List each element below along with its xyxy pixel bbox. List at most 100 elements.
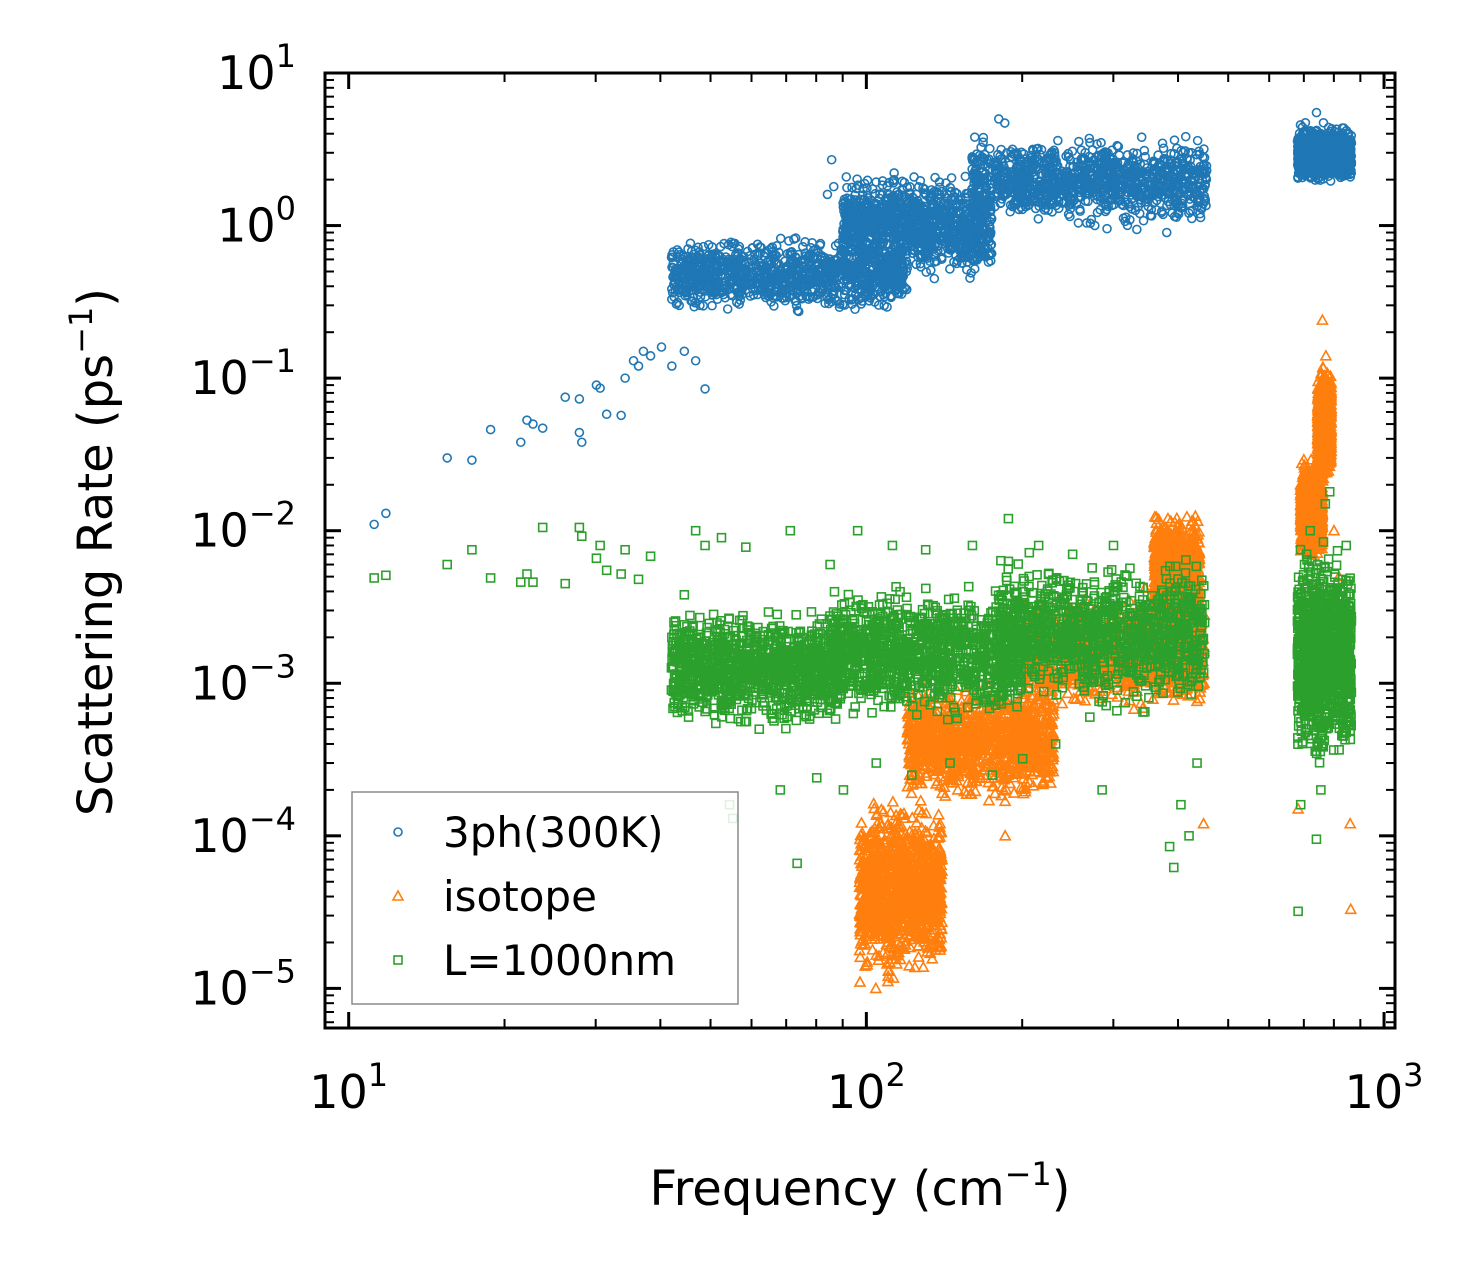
data-point [886,292,896,303]
data-point [747,243,758,253]
data-point [703,239,714,250]
data-point [864,296,875,306]
data-point [815,278,826,288]
data-point [805,292,815,303]
data-point [771,292,782,302]
data-point [759,248,770,258]
data-point [760,272,770,283]
data-point [680,287,691,298]
data-point [681,286,691,297]
data-point [707,300,717,311]
data-point [707,275,717,286]
data-point [723,239,734,250]
data-point [681,264,692,274]
data-point [728,264,738,274]
data-point [808,245,819,256]
data-point [672,245,683,255]
data-point [798,241,808,252]
data-point [713,251,724,262]
data-point [668,263,679,273]
data-point [743,279,754,289]
data-point [796,268,807,279]
data-point [741,259,751,270]
data-point [793,306,804,317]
data-point [856,279,867,290]
data-point [823,298,834,309]
data-point [712,266,722,276]
data-point [839,289,850,300]
data-point [865,284,875,295]
data-point [839,275,849,286]
data-point [909,172,919,182]
data-point [721,277,732,287]
data-point [729,262,740,273]
data-point [761,292,771,303]
data-point [706,287,717,297]
data-point [734,291,745,302]
data-point [810,259,820,270]
data-point [800,237,810,247]
data-point [735,295,746,306]
data-point [866,291,876,301]
data-point [879,300,889,311]
data-point [769,250,780,260]
data-point [674,275,685,286]
data-point [874,278,885,288]
data-point [752,289,763,300]
data-point [815,284,825,295]
data-point [834,299,845,309]
data-point [841,269,852,280]
data-point [674,287,684,298]
data-point [851,280,862,290]
data-point [753,285,764,295]
data-point [869,272,879,283]
data-point [684,277,694,288]
data-point [803,294,814,305]
data-point [863,280,873,290]
data-point [712,294,723,304]
data-point [714,256,724,267]
data-point [775,233,786,244]
data-point [785,247,796,258]
data-point [755,248,765,259]
data-point [784,267,794,278]
data-point [809,264,820,275]
data-point [894,280,905,291]
data-point [700,286,711,296]
data-point [813,247,824,258]
data-point [686,246,697,256]
data-point [826,257,836,267]
data-point [901,284,912,295]
data-point [746,269,757,280]
data-point [805,275,816,286]
data-point [775,270,786,281]
data-point [800,251,811,261]
data-point [832,266,843,277]
series-circle [369,107,1357,530]
data-point [828,288,839,299]
data-point [697,258,707,269]
data-point [823,268,834,279]
data-point [856,286,867,297]
data-point [850,304,860,315]
data-point [722,304,733,314]
data-point [672,263,682,274]
data-point [791,300,802,311]
data-point [719,238,729,249]
major-ticks [325,71,1395,1028]
data-point [687,258,697,268]
data-point [732,282,743,293]
data-point [794,291,805,302]
data-point [820,252,830,263]
data-point [789,234,799,244]
data-point [839,300,850,310]
data-point [695,300,705,311]
data-point [690,284,701,295]
data-point [737,250,747,261]
data-point [965,273,975,283]
data-point [830,293,840,304]
data-point [727,257,738,268]
data-point [794,271,804,282]
data-point [784,292,795,302]
